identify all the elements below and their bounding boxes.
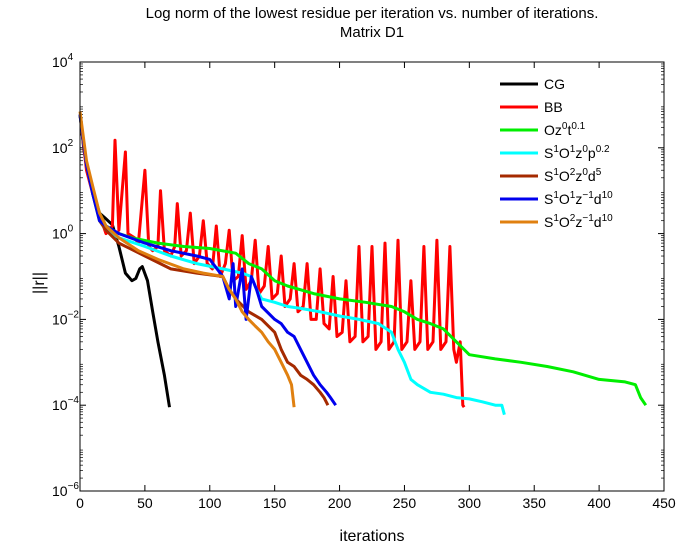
axes-frame [79,61,665,492]
legend-label: S1O2z−1d10 [544,213,613,230]
x-tick-label: 150 [263,495,287,511]
legend-label: S1O1z−1d10 [544,190,613,207]
x-tick-label: 300 [458,495,482,511]
x-tick-label: 400 [587,495,611,511]
x-tick-label: 250 [393,495,417,511]
series-line-4 [78,114,330,406]
chart-title: Log norm of the lowest residue per itera… [146,5,599,22]
legend: CG BB Oz0t0.1 S1O1z0p0.2 S1O2z0d5 S1O1z−1d10 S… [500,76,613,230]
series-line-5 [78,114,337,407]
y-axis-label: ||r|| [31,272,48,294]
y-tick-label: 100 [52,224,74,242]
series-lines [78,111,648,416]
x-tick-label: 350 [523,495,547,511]
x-tick-label: 100 [198,495,222,511]
x-tick-label: 450 [652,495,676,511]
legend-label: S1O2z0d5 [544,167,602,184]
y-tick-label: 10−2 [52,309,79,327]
legend-label: CG [544,76,565,92]
series-line-3 [78,114,506,416]
x-tick-label: 0 [76,495,84,511]
x-tick-label: 50 [137,495,153,511]
y-tick-label: 102 [52,138,74,156]
legend-label: Oz0t0.1 [544,121,586,138]
x-tick-label: 200 [328,495,352,511]
axis-ticks: 0 50 100 150 200 250 300 350 400 450 10−6 10−4 10−2 1… [52,52,676,511]
legend-label: BB [544,99,563,115]
legend-label: S1O1z0p0.2 [544,144,610,161]
x-axis-label: iterations [340,528,405,545]
y-tick-label: 10−6 [52,481,79,499]
y-tick-label: 10−4 [52,395,79,413]
y-tick-label: 104 [52,52,74,70]
series-line-6 [78,111,296,408]
chart-subtitle: Matrix D1 [340,24,404,41]
